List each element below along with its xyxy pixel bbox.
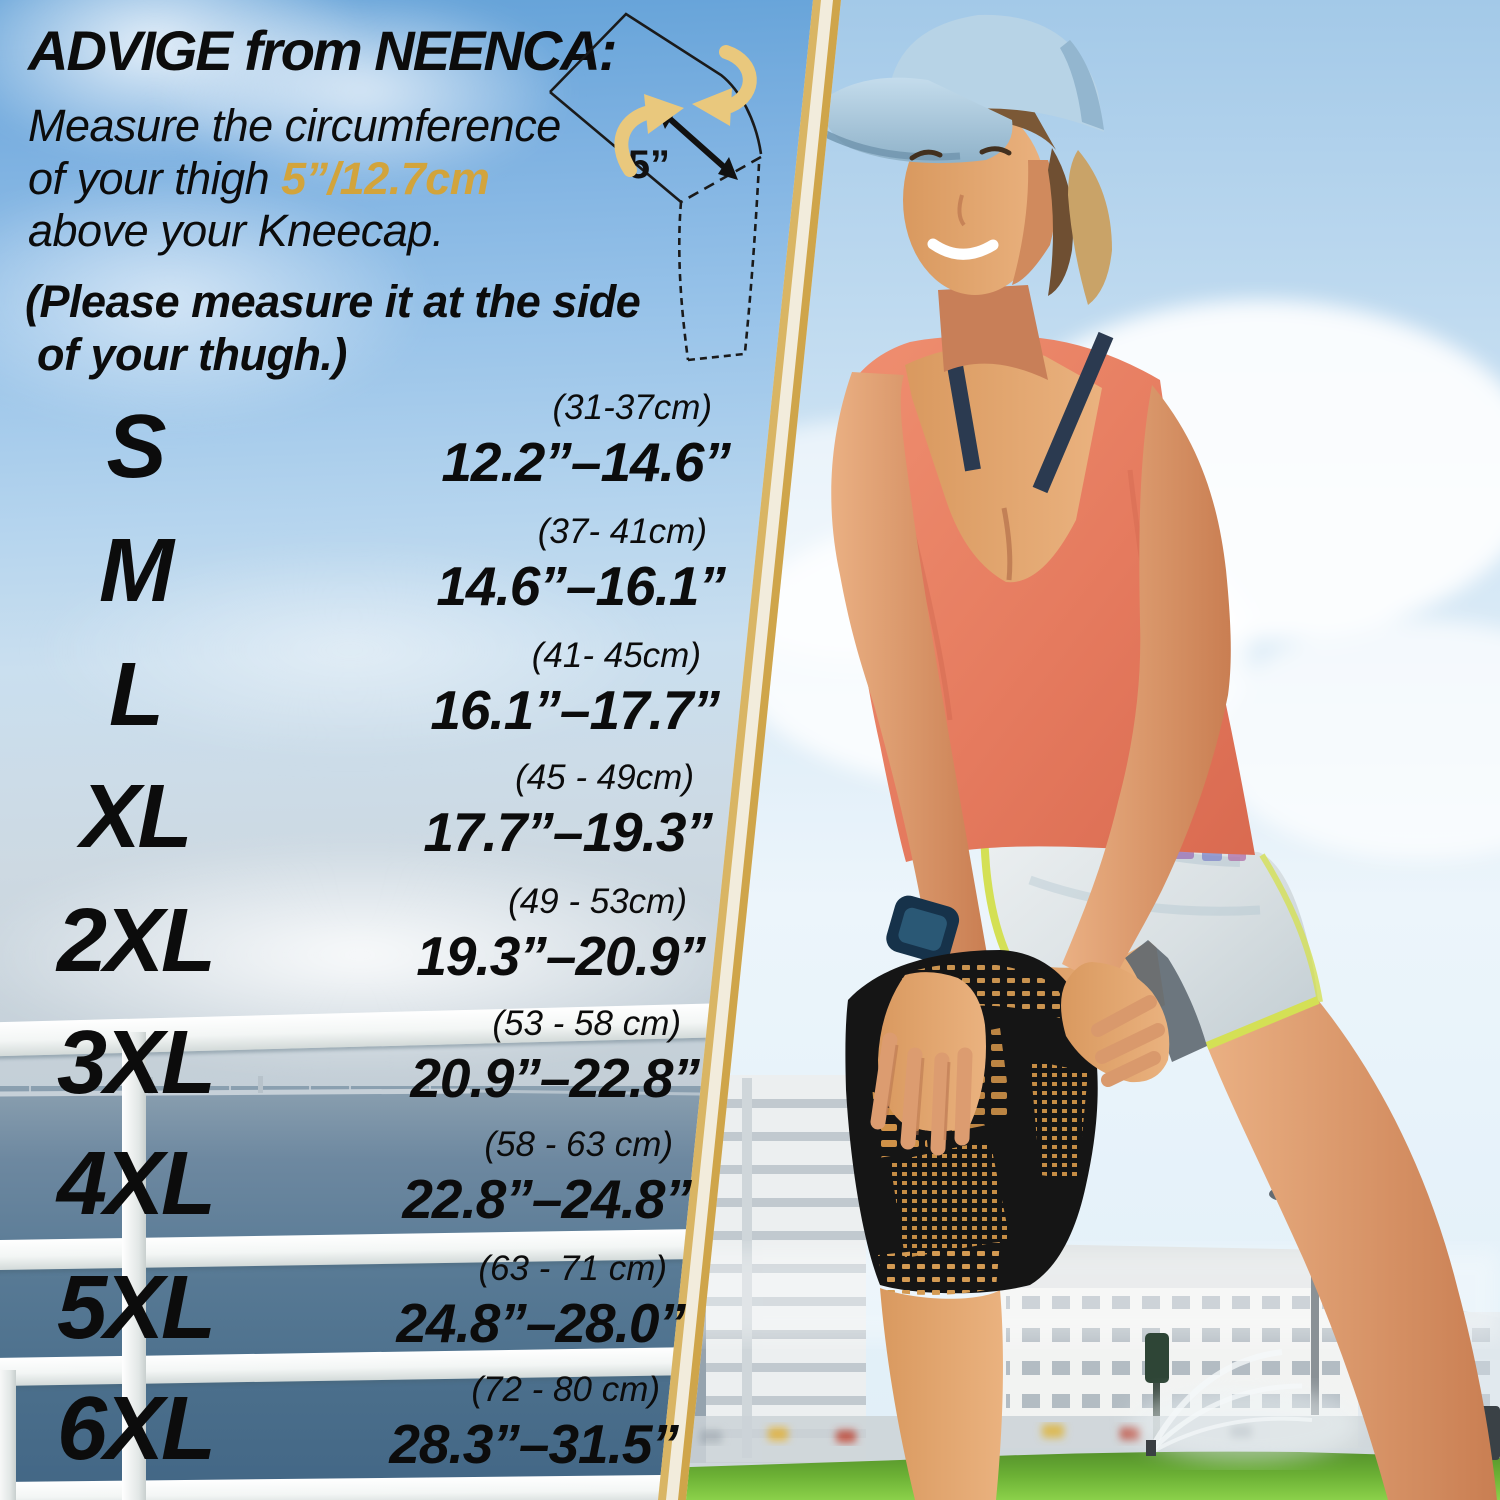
bra-strap bbox=[1040, 335, 1106, 490]
measure-note: (Please measure it at the side of your t… bbox=[25, 276, 641, 381]
nose bbox=[959, 195, 964, 225]
size-inch-range: 24.8”–28.0” bbox=[396, 1292, 686, 1354]
right-arm bbox=[831, 372, 988, 972]
railing-post bbox=[0, 1370, 16, 1500]
sleeve-copper-side bbox=[1030, 1060, 1088, 1180]
right-calf bbox=[880, 1288, 1003, 1500]
size-range: (63 - 71 cm) 24.8”–28.0” bbox=[396, 1249, 686, 1355]
measure-highlight: 5”/12.7cm bbox=[281, 152, 490, 204]
size-row: 5XL (63 - 71 cm) 24.8”–28.0” bbox=[0, 1249, 1500, 1374]
size-inch-range: 20.9”–22.8” bbox=[410, 1047, 700, 1109]
size-cm-range: (45 - 49cm) bbox=[515, 758, 694, 797]
grass bbox=[660, 1452, 1500, 1500]
eye bbox=[982, 149, 1009, 153]
size-row: 4XL (58 - 63 cm) 22.8”–24.8” bbox=[0, 1125, 1500, 1250]
size-inch-range: 28.3”–31.5” bbox=[389, 1413, 679, 1475]
size-cm-range: (72 - 80 cm) bbox=[471, 1370, 660, 1409]
instruction-line2: of your thigh 5”/12.7cm bbox=[28, 152, 490, 204]
instruction-line1: Measure the circumference bbox=[28, 100, 561, 151]
sprinkler bbox=[1130, 1352, 1360, 1462]
size-label: 5XL bbox=[56, 1258, 216, 1358]
size-row: L (41- 45cm) 16.1”–17.7” bbox=[0, 636, 1500, 761]
size-inch-range: 17.7”–19.3” bbox=[423, 801, 713, 863]
size-row: 3XL (53 - 58 cm) 20.9”–22.8” bbox=[0, 1004, 1500, 1129]
size-inch-range: 16.1”–17.7” bbox=[430, 679, 720, 741]
size-range: (58 - 63 cm) 22.8”–24.8” bbox=[402, 1125, 692, 1231]
size-range: (53 - 58 cm) 20.9”–22.8” bbox=[410, 1004, 700, 1110]
size-cm-range: (37- 41cm) bbox=[537, 512, 707, 551]
note-line1: (Please measure it at the side bbox=[25, 276, 641, 327]
size-range: (31-37cm) 12.2”–14.6” bbox=[441, 388, 731, 494]
smile-teeth bbox=[933, 244, 993, 254]
cloud bbox=[0, 170, 430, 430]
size-range: (41- 45cm) 16.1”–17.7” bbox=[430, 636, 720, 742]
size-cm-range: (58 - 63 cm) bbox=[484, 1125, 673, 1164]
left-hand bbox=[1061, 962, 1169, 1082]
size-cm-range: (41- 45cm) bbox=[531, 636, 701, 675]
size-inch-range: 19.3”–20.9” bbox=[416, 925, 706, 987]
size-inch-range: 14.6”–16.1” bbox=[436, 555, 726, 617]
railing-post bbox=[122, 1032, 146, 1500]
cloud bbox=[150, 0, 570, 190]
ponytail bbox=[1068, 150, 1112, 305]
size-range: (45 - 49cm) 17.7”–19.3” bbox=[423, 758, 713, 864]
size-cm-range: (49 - 53cm) bbox=[508, 882, 687, 921]
size-cm-range: (63 - 71 cm) bbox=[478, 1249, 667, 1288]
size-row: S (31-37cm) 12.2”–14.6” bbox=[0, 388, 1500, 513]
sleeve-copper-bottom-band bbox=[878, 1242, 1000, 1295]
size-inch-range: 12.2”–14.6” bbox=[441, 431, 731, 493]
size-label: L bbox=[109, 645, 164, 745]
size-label: 6XL bbox=[56, 1379, 216, 1479]
size-range: (72 - 80 cm) 28.3”–31.5” bbox=[389, 1370, 679, 1476]
bra-strap bbox=[952, 348, 973, 470]
hair-side bbox=[1048, 148, 1073, 296]
woman-figure bbox=[820, 15, 1497, 1500]
shorts-trim bbox=[1207, 1000, 1318, 1046]
size-label: XL bbox=[80, 767, 192, 867]
size-label: 3XL bbox=[56, 1013, 216, 1113]
right-hand bbox=[878, 972, 986, 1148]
eye bbox=[912, 152, 940, 158]
size-label: M bbox=[99, 521, 174, 621]
sleeve-copper-diamond bbox=[890, 1140, 1010, 1258]
left-arm bbox=[1062, 385, 1231, 988]
size-cm-range: (53 - 58 cm) bbox=[492, 1004, 681, 1043]
note-line2: of your thugh.) bbox=[25, 328, 347, 380]
size-inch-range: 22.8”–24.8” bbox=[402, 1168, 692, 1230]
shorts-shadow bbox=[1125, 940, 1207, 1062]
head bbox=[820, 15, 1112, 305]
size-row: XL (45 - 49cm) 17.7”–19.3” bbox=[0, 758, 1500, 883]
instruction-line3: above your Kneecap. bbox=[28, 205, 444, 257]
neck bbox=[938, 285, 1048, 380]
cap-brim bbox=[820, 78, 1012, 164]
left-thigh bbox=[1207, 1000, 1497, 1500]
size-range: (49 - 53cm) 19.3”–20.9” bbox=[416, 882, 706, 988]
size-row: 2XL (49 - 53cm) 19.3”–20.9” bbox=[0, 882, 1500, 1007]
size-row: 6XL (72 - 80 cm) 28.3”–31.5” bbox=[0, 1370, 1500, 1495]
size-row: M (37- 41cm) 14.6”–16.1” bbox=[0, 512, 1500, 637]
size-cm-range: (31-37cm) bbox=[552, 388, 712, 427]
size-range: (37- 41cm) 14.6”–16.1” bbox=[436, 512, 726, 618]
size-label: 4XL bbox=[56, 1134, 216, 1234]
size-label: 2XL bbox=[56, 891, 216, 991]
measure-instruction: Measure the circumference of your thigh … bbox=[28, 100, 561, 258]
cloud bbox=[30, 540, 670, 760]
smartwatch bbox=[883, 892, 962, 966]
size-label: S bbox=[106, 397, 166, 497]
advice-heading: ADVIGE from NEENCA: bbox=[28, 19, 617, 82]
